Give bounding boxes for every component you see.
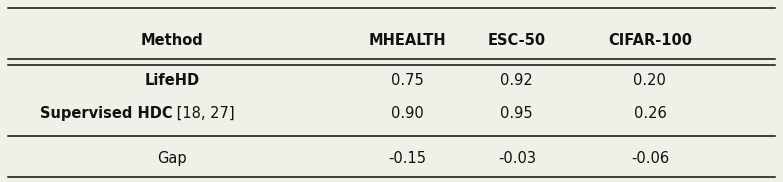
Text: 0.75: 0.75	[391, 74, 424, 88]
Text: CIFAR-100: CIFAR-100	[608, 33, 692, 48]
Text: MHEALTH: MHEALTH	[368, 33, 446, 48]
Text: Supervised HDC: Supervised HDC	[40, 106, 172, 121]
Text: 0.92: 0.92	[500, 74, 533, 88]
Text: Method: Method	[141, 33, 204, 48]
Text: 0.95: 0.95	[500, 106, 533, 121]
Text: 0.26: 0.26	[633, 106, 666, 121]
Text: 0.20: 0.20	[633, 74, 666, 88]
Text: [18, 27]: [18, 27]	[172, 106, 235, 121]
Text: -0.15: -0.15	[388, 151, 426, 166]
Text: LifeHD: LifeHD	[145, 74, 200, 88]
Text: 0.90: 0.90	[391, 106, 424, 121]
Text: Gap: Gap	[157, 151, 187, 166]
Text: -0.06: -0.06	[631, 151, 669, 166]
Text: ESC-50: ESC-50	[488, 33, 546, 48]
Text: -0.03: -0.03	[498, 151, 536, 166]
